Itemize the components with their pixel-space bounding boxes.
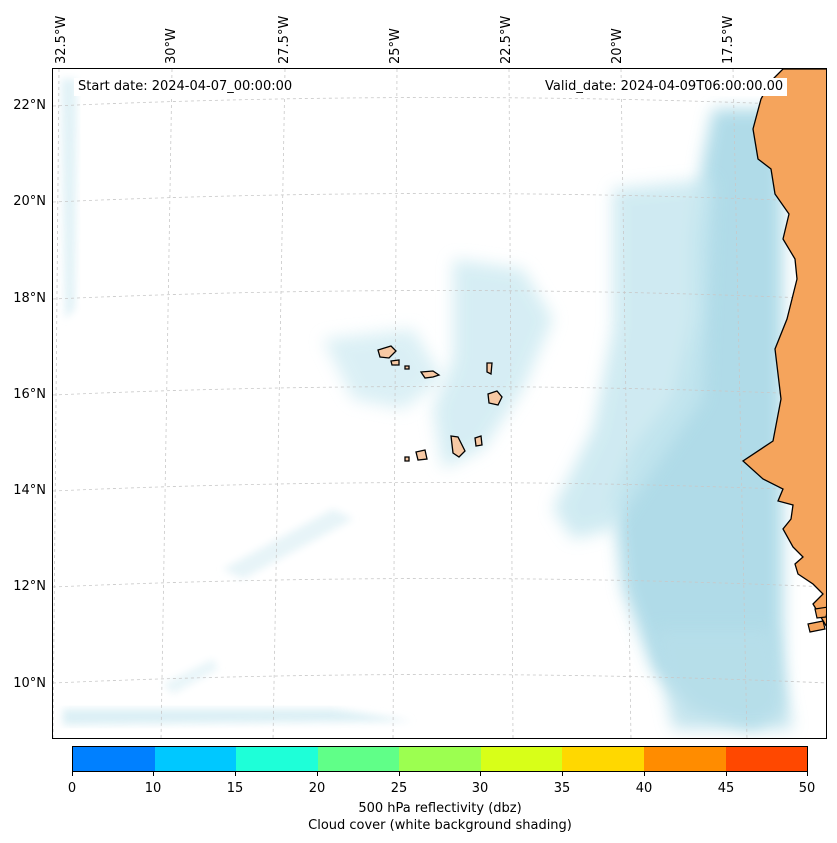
parallel-12n — [53, 578, 826, 588]
island-brava — [404, 456, 410, 462]
lat-label-16n: 16°N — [13, 387, 46, 402]
colorbar-tick-label: 20 — [308, 781, 326, 796]
colorbar-tick — [317, 772, 318, 776]
lon-label-30w: 30°W — [164, 28, 179, 64]
meridian-25w — [392, 69, 398, 738]
meridian-22-5w — [508, 69, 514, 738]
colorbar-tick-label: 35 — [553, 781, 571, 796]
lon-label-27-5w: 27.5°W — [277, 15, 292, 64]
meridian-17-5w — [732, 69, 748, 738]
colorbar-tick — [235, 772, 236, 776]
lon-label-32-5w: 32.5°W — [54, 15, 69, 64]
lon-label-22-5w: 22.5°W — [499, 15, 514, 64]
island-sal — [486, 362, 493, 376]
cloud-patch-central — [433, 259, 553, 469]
island-sao-nicolau — [419, 370, 441, 379]
island-maio — [474, 435, 483, 447]
lat-label-18n: 18°N — [13, 291, 46, 306]
colorbar-tick — [562, 772, 563, 776]
cloud-streak-diagonal — [223, 509, 353, 579]
lat-label-10n: 10°N — [13, 676, 46, 691]
colorbar-segment — [399, 747, 481, 771]
island-fogo — [415, 449, 428, 461]
meridian-32-5w — [53, 69, 60, 738]
island-boa-vista — [487, 390, 503, 406]
cloud-patch-islands — [323, 329, 443, 409]
colorbar-tick — [153, 772, 154, 776]
map-plot-area — [52, 68, 827, 739]
lat-label-22n: 22°N — [13, 98, 46, 113]
parallel-14n — [53, 482, 826, 492]
cloud-streak-southwest — [63, 709, 413, 725]
lat-label-14n: 14°N — [13, 483, 46, 498]
africa-landmass — [741, 69, 826, 627]
colorbar-segment — [73, 747, 155, 771]
meridian-30w — [160, 69, 173, 738]
colorbar-subtitle: Cloud cover (white background shading) — [308, 818, 572, 833]
parallel-10n — [53, 674, 826, 684]
cloud-patch-south — [653, 629, 793, 729]
island-santo-antao — [377, 345, 397, 359]
island-santiago — [450, 435, 466, 458]
meridian-20w — [620, 69, 632, 738]
colorbar-segment — [480, 747, 563, 771]
start-date-label: Start date: 2024-04-07_00:00:00 — [74, 78, 297, 96]
colorbar-segment — [562, 747, 644, 771]
parallel-16n — [53, 386, 826, 396]
colorbar-tick-label: 0 — [67, 781, 77, 796]
reflectivity-colorbar — [72, 746, 808, 772]
colorbar-tick-label: 40 — [635, 781, 653, 796]
colorbar-tick-label: 10 — [144, 781, 162, 796]
lat-label-12n: 12°N — [13, 579, 46, 594]
parallel-22n — [53, 97, 826, 107]
colorbar-segment — [725, 747, 808, 771]
colorbar-segment — [317, 747, 400, 771]
meridian-27-5w — [272, 69, 286, 738]
colorbar-tick — [644, 772, 645, 776]
valid-date-label: Valid_date: 2024-04-09T06:00:00.00 — [541, 78, 788, 96]
graticule — [53, 69, 826, 738]
coastal-island-south-1 — [814, 606, 826, 619]
colorbar-tick — [399, 772, 400, 776]
map-canvas — [53, 69, 826, 738]
lat-label-20n: 20°N — [13, 194, 46, 209]
colorbar-tick — [72, 772, 73, 776]
cloud-streak-west — [61, 79, 77, 319]
island-sao-vicente — [390, 359, 400, 366]
cloud-cover-layer — [61, 79, 793, 729]
island-santa-luzia — [404, 365, 410, 370]
cloud-streak-lower — [163, 659, 218, 694]
parallel-18n — [53, 290, 826, 300]
cloud-band-east — [613, 109, 783, 729]
colorbar-tick — [480, 772, 481, 776]
parallel-20n — [53, 193, 826, 203]
cloud-band-east-light — [553, 179, 713, 539]
colorbar-segment — [154, 747, 237, 771]
colorbar-tick-label: 45 — [717, 781, 735, 796]
colorbar-tick-label: 30 — [471, 781, 489, 796]
lon-label-20w: 20°W — [610, 28, 625, 64]
lon-label-17-5w: 17.5°W — [721, 15, 736, 64]
lon-label-25w: 25°W — [388, 28, 403, 64]
coastal-island-south-2 — [807, 620, 826, 633]
cape-verde-islands — [377, 345, 503, 462]
colorbar-tick-label: 25 — [390, 781, 408, 796]
colorbar-tick-label: 50 — [798, 781, 816, 796]
colorbar-segment — [236, 747, 318, 771]
colorbar-tick — [726, 772, 727, 776]
colorbar-segment — [643, 747, 726, 771]
colorbar-tick-label: 15 — [226, 781, 244, 796]
colorbar-title: 500 hPa reflectivity (dbz) — [358, 801, 522, 816]
colorbar-tick — [807, 772, 808, 776]
